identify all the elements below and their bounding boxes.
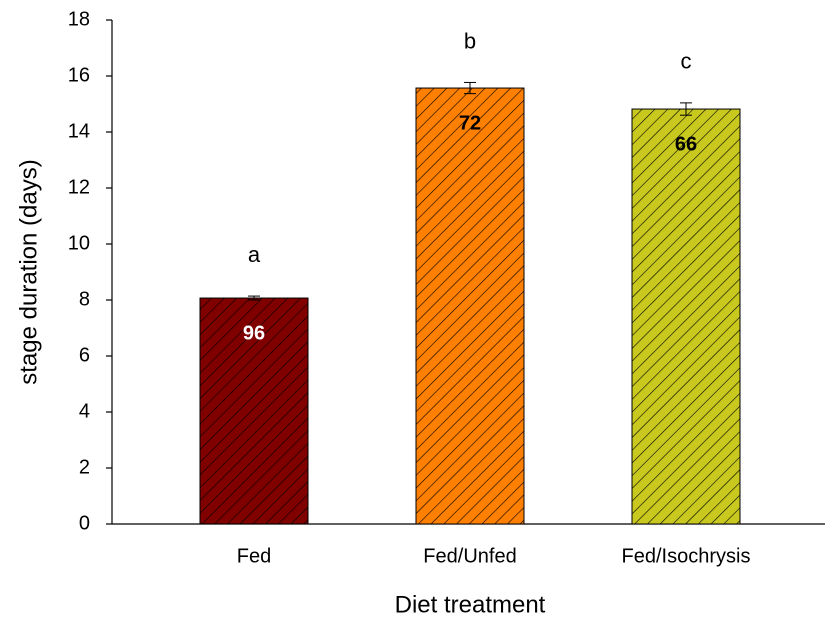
y-tick-label: 2 bbox=[79, 456, 90, 478]
group-letter: b bbox=[464, 28, 476, 53]
y-tick-label: 14 bbox=[68, 120, 90, 142]
y-tick-label: 12 bbox=[68, 176, 90, 198]
error-bar bbox=[464, 81, 476, 95]
y-tick-label: 8 bbox=[79, 288, 90, 310]
y-axis-title: stage duration (days) bbox=[15, 159, 42, 384]
y-tick-label: 6 bbox=[79, 344, 90, 366]
error-bar bbox=[680, 102, 692, 116]
x-tick-label: Fed/Unfed bbox=[423, 545, 516, 567]
x-tick-label: Fed bbox=[237, 545, 271, 567]
y-tick-label: 18 bbox=[68, 8, 90, 30]
bar bbox=[631, 108, 741, 525]
group-letter: a bbox=[248, 242, 261, 267]
sample-size: 72 bbox=[459, 112, 481, 134]
error-bar bbox=[248, 295, 260, 301]
bar bbox=[199, 297, 309, 525]
y-tick-label: 10 bbox=[68, 232, 90, 254]
bar bbox=[415, 87, 525, 525]
sample-size: 96 bbox=[243, 322, 265, 344]
y-tick-label: 0 bbox=[79, 512, 90, 534]
group-letter: c bbox=[681, 49, 692, 74]
x-axis-title: Diet treatment bbox=[395, 591, 546, 618]
x-tick-label: Fed/Isochrysis bbox=[622, 545, 751, 567]
y-tick-label: 4 bbox=[79, 400, 90, 422]
y-tick-label: 16 bbox=[68, 64, 90, 86]
sample-size: 66 bbox=[675, 133, 697, 155]
